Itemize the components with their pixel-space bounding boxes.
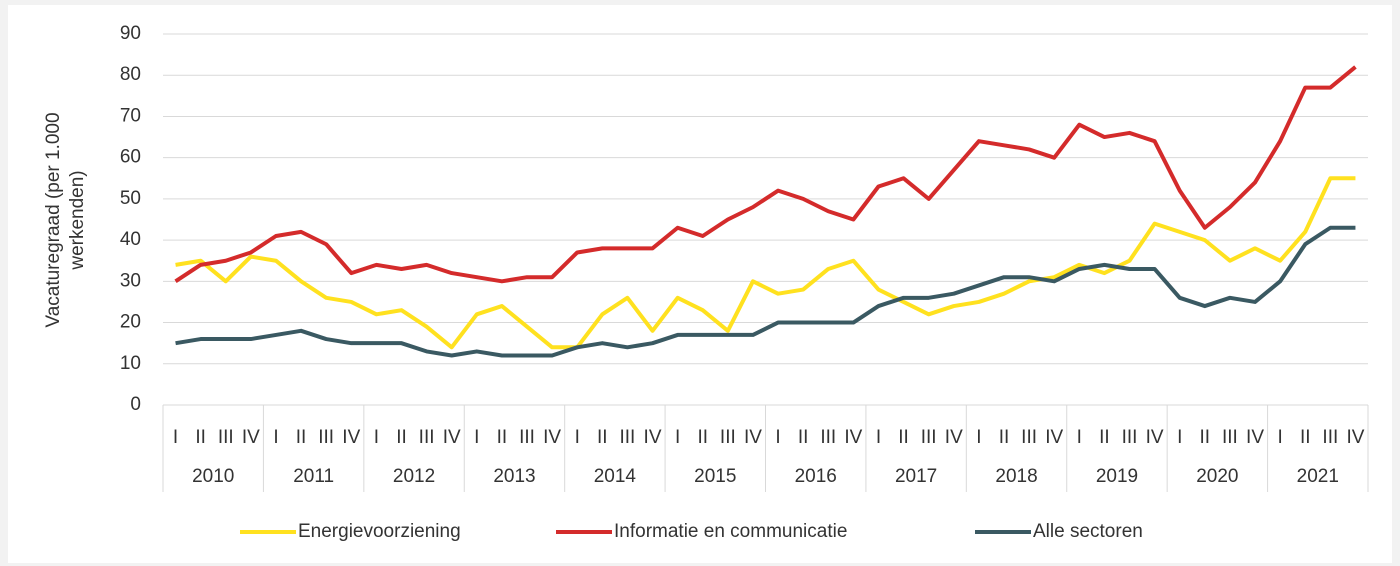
x-tick-label: I xyxy=(575,427,580,448)
x-tick-label: I xyxy=(273,427,278,448)
group-label: 2019 xyxy=(1096,466,1138,487)
x-tick-label: IV xyxy=(1146,427,1164,448)
group-label: 2018 xyxy=(995,466,1037,487)
x-tick-label: IV xyxy=(443,427,461,448)
group-label: 2011 xyxy=(293,466,334,487)
legend-label: Informatie en communicatie xyxy=(614,521,847,542)
group-label: 2017 xyxy=(895,466,937,487)
group-label: 2016 xyxy=(795,466,837,487)
x-tick-label: III xyxy=(820,427,836,448)
x-tick-label: II xyxy=(1300,427,1311,448)
x-tick-label: I xyxy=(374,427,379,448)
x-tick-label: II xyxy=(999,427,1010,448)
x-tick-label: II xyxy=(1099,427,1110,448)
x-tick-label: I xyxy=(173,427,178,448)
x-tick-label: III xyxy=(1322,427,1338,448)
x-tick-label: III xyxy=(720,427,736,448)
x-tick-label: II xyxy=(296,427,307,448)
x-tick-label: III xyxy=(318,427,334,448)
y-tick-label: 60 xyxy=(120,147,141,168)
y-tick-label: 30 xyxy=(120,270,141,291)
x-tick-label: I xyxy=(976,427,981,448)
x-tick-label: IV xyxy=(945,427,963,448)
x-tick-label: II xyxy=(597,427,608,448)
x-tick-label: III xyxy=(620,427,636,448)
x-tick-label: IV xyxy=(1346,427,1364,448)
x-tick-label: I xyxy=(474,427,479,448)
legend-label: Alle sectoren xyxy=(1033,521,1143,542)
x-tick-label: IV xyxy=(1045,427,1063,448)
group-label: 2021 xyxy=(1297,466,1339,487)
y-axis-label: Vacaturegraad (per 1.000 werkenden) xyxy=(43,112,88,327)
x-tick-label: I xyxy=(1277,427,1282,448)
x-tick-label: III xyxy=(419,427,435,448)
x-tick-label: II xyxy=(898,427,909,448)
x-tick-label: I xyxy=(876,427,881,448)
x-tick-label: IV xyxy=(744,427,762,448)
group-label: 2013 xyxy=(493,466,535,487)
y-axis-label-line: Vacaturegraad (per 1.000 xyxy=(43,112,64,327)
x-tick-label: IV xyxy=(543,427,561,448)
group-label: 2014 xyxy=(594,466,637,487)
y-tick-label: 20 xyxy=(120,312,141,333)
x-tick-label: III xyxy=(921,427,937,448)
x-tick-label: III xyxy=(519,427,535,448)
legend-label: Energievoorziening xyxy=(298,521,461,542)
x-tick-label: I xyxy=(675,427,680,448)
x-tick-label: III xyxy=(1222,427,1238,448)
x-tick-label: II xyxy=(195,427,206,448)
y-tick-label: 90 xyxy=(120,23,141,44)
group-label: 2010 xyxy=(192,466,234,487)
x-tick-label: IV xyxy=(644,427,662,448)
x-tick-label: IV xyxy=(342,427,360,448)
x-tick-label: II xyxy=(1200,427,1211,448)
x-tick-label: II xyxy=(497,427,508,448)
series-line xyxy=(175,225,1356,358)
x-tick-label: I xyxy=(1077,427,1082,448)
y-tick-label: 40 xyxy=(120,229,141,250)
x-tick-label: I xyxy=(775,427,780,448)
x-tick-label: II xyxy=(396,427,407,448)
x-tick-label: III xyxy=(218,427,234,448)
y-axis-label-line: werkenden) xyxy=(67,170,88,270)
group-label: 2015 xyxy=(694,466,736,487)
y-tick-label: 80 xyxy=(120,64,141,85)
series-line xyxy=(174,65,1357,284)
x-tick-label: IV xyxy=(242,427,260,448)
panel xyxy=(8,5,1392,563)
group-label: 2012 xyxy=(393,466,435,487)
y-tick-label: 70 xyxy=(120,105,141,126)
x-tick-label: III xyxy=(1122,427,1138,448)
x-tick-label: II xyxy=(798,427,809,448)
series-line xyxy=(175,176,1356,350)
x-tick-label: I xyxy=(1177,427,1182,448)
y-tick-label: 0 xyxy=(130,394,141,415)
group-label: 2020 xyxy=(1196,466,1238,487)
y-tick-label: 10 xyxy=(120,353,141,374)
y-tick-label: 50 xyxy=(120,188,141,209)
x-tick-label: III xyxy=(1021,427,1037,448)
x-tick-label: IV xyxy=(1246,427,1264,448)
x-tick-label: II xyxy=(697,427,708,448)
x-tick-label: IV xyxy=(844,427,862,448)
